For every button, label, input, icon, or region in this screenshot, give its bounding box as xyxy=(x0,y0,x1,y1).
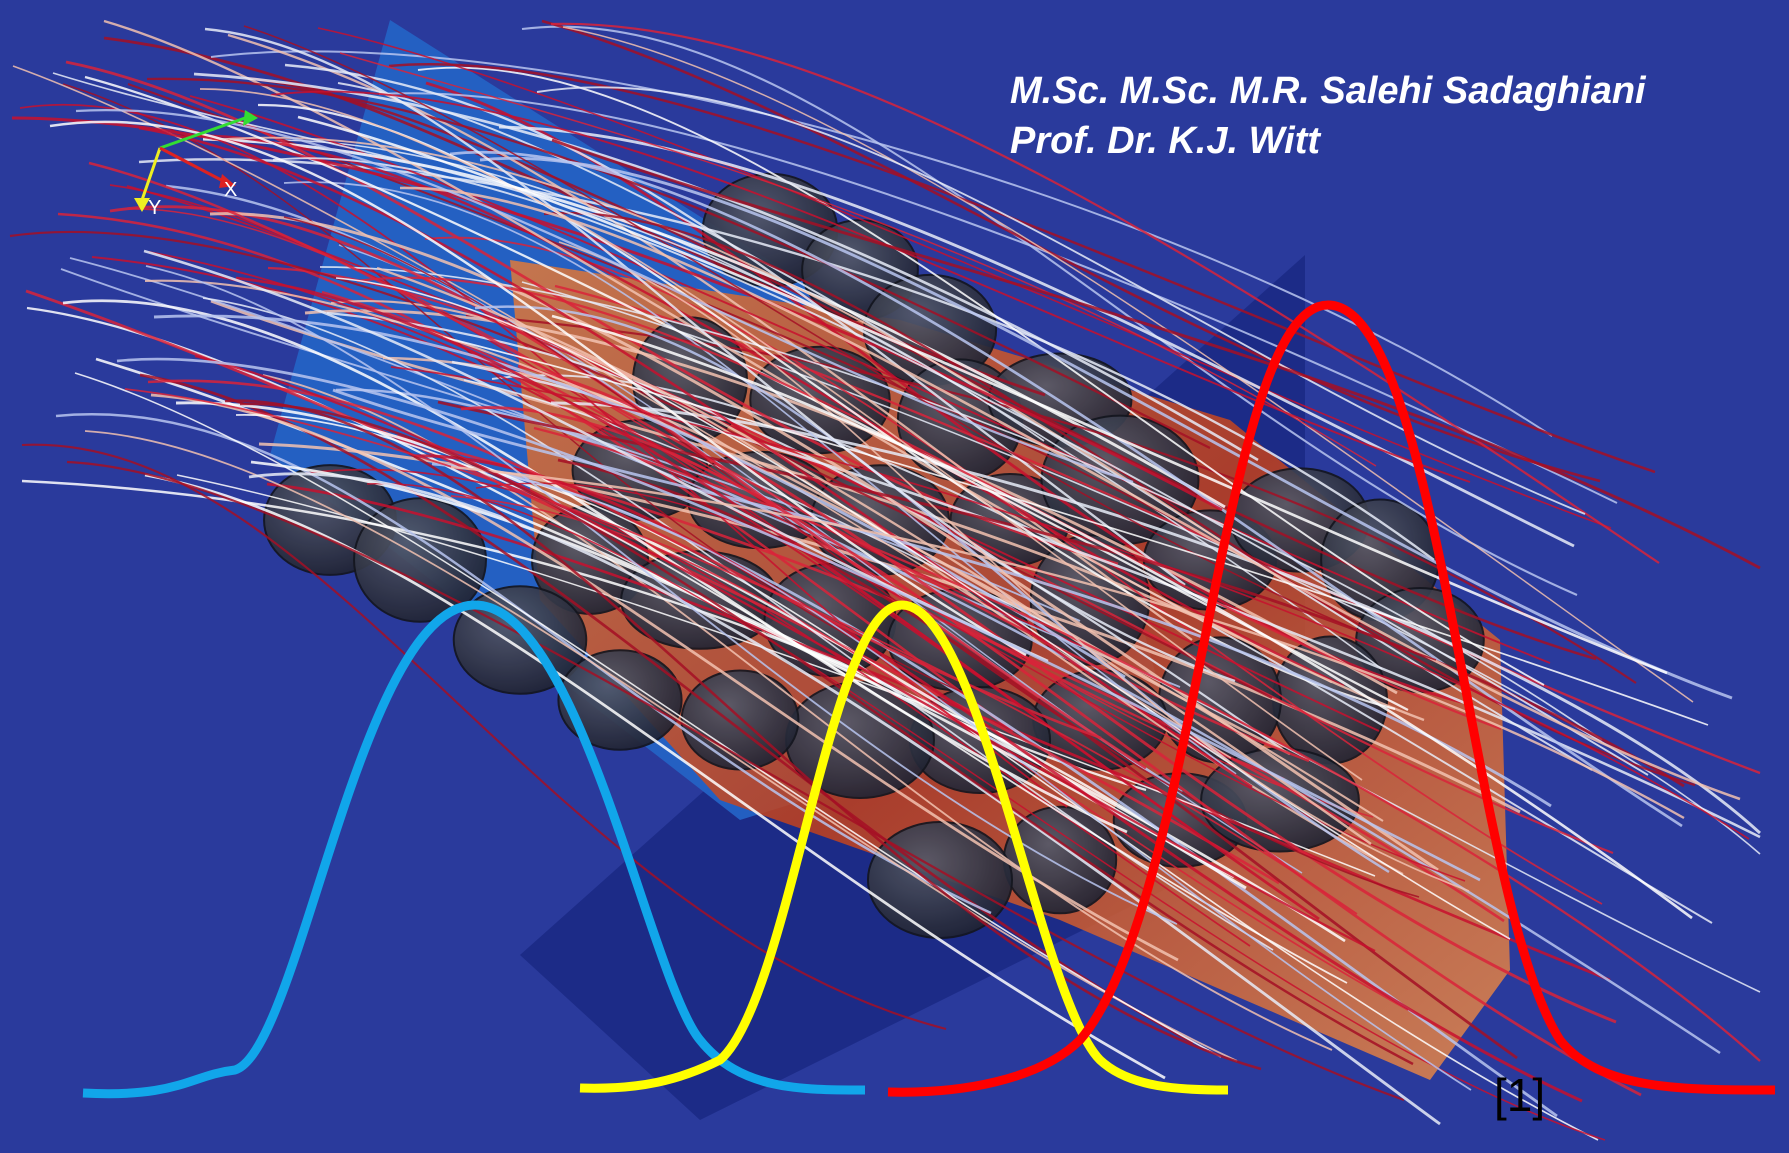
streamline xyxy=(84,75,1409,712)
author-credits: M.Sc. M.Sc. M.R. Salehi Sadaghiani Prof.… xyxy=(1010,66,1646,166)
streamline xyxy=(284,63,1186,586)
streamline xyxy=(209,212,1439,872)
streamline xyxy=(550,401,1761,835)
streamline xyxy=(517,364,1617,1024)
streamline xyxy=(524,479,1472,1091)
streamline xyxy=(450,465,1685,820)
streamline xyxy=(442,336,1709,726)
streamline xyxy=(52,72,1045,442)
streamline xyxy=(75,108,1134,484)
streamline xyxy=(326,311,1287,753)
streamline xyxy=(139,373,1194,1045)
streamline xyxy=(283,181,1237,775)
streamline xyxy=(91,256,1019,706)
streamline xyxy=(9,230,1273,699)
streamline xyxy=(66,460,1405,1102)
streamline xyxy=(49,120,1027,657)
yellow-distribution-curve xyxy=(579,600,1229,1095)
streamline xyxy=(146,77,1211,450)
streamline xyxy=(19,103,1068,808)
streamline xyxy=(390,366,1750,840)
axis-label-x: X xyxy=(224,179,237,201)
streamline xyxy=(182,134,1345,688)
streamline xyxy=(239,402,1414,1066)
streamline xyxy=(153,314,1126,679)
streamline xyxy=(339,52,1377,467)
streamline xyxy=(335,277,1511,940)
streamline xyxy=(378,92,1618,504)
streamline xyxy=(143,249,1049,663)
streamline xyxy=(317,27,1612,529)
streamline xyxy=(460,406,1642,1097)
streamline xyxy=(506,474,1599,1141)
grain-particle xyxy=(353,497,487,623)
streamline xyxy=(283,216,1420,898)
streamline xyxy=(145,265,1178,925)
streamlines xyxy=(9,19,1761,1141)
axis-label-y: Y xyxy=(148,197,161,219)
streamline xyxy=(116,357,1481,882)
streamline xyxy=(498,125,1575,548)
streamline xyxy=(55,413,992,915)
streamline xyxy=(224,399,1262,1071)
streamline xyxy=(335,388,1721,1055)
streamline xyxy=(376,266,1372,845)
streamline xyxy=(176,474,1376,877)
streamline xyxy=(150,393,1179,962)
streamline xyxy=(449,151,1683,828)
streamline xyxy=(550,22,1660,564)
streamline xyxy=(138,126,1253,789)
blue-distribution-curve xyxy=(82,600,866,1099)
streamline xyxy=(551,138,1761,570)
streamline xyxy=(366,482,1606,1141)
streamline xyxy=(262,374,1333,1051)
streamline xyxy=(272,157,1649,776)
streamline xyxy=(210,299,1333,684)
red-distribution-curve xyxy=(887,300,1776,1097)
streamline xyxy=(479,156,1733,700)
streamline xyxy=(399,186,1741,801)
streamline xyxy=(235,414,1348,984)
grain-particle xyxy=(557,649,683,751)
credit-line-2: Prof. Dr. K.J. Witt xyxy=(1010,120,1321,162)
streamline xyxy=(332,388,1552,808)
streamline xyxy=(62,299,1128,834)
axis-triad-icon: X Y xyxy=(134,110,258,219)
streamline xyxy=(138,158,1435,561)
streamline xyxy=(194,354,1376,953)
streamline xyxy=(243,25,1437,661)
streamline xyxy=(562,26,1694,703)
streamline xyxy=(551,314,1693,920)
streamline xyxy=(11,116,1223,512)
streamline xyxy=(248,472,1441,1126)
reference-label: [1] xyxy=(1494,1069,1546,1121)
streamline xyxy=(21,443,947,1031)
streamline xyxy=(417,66,1545,686)
streamline xyxy=(558,241,1470,892)
streamline xyxy=(74,372,1222,1058)
streamline xyxy=(144,473,1166,1080)
streamline xyxy=(297,115,1668,675)
streamline xyxy=(199,88,1363,781)
streamline xyxy=(388,63,1656,474)
streamline xyxy=(413,454,1583,1103)
credit-line-1: M.Sc. M.Sc. M.R. Salehi Sadaghiani xyxy=(1010,70,1646,112)
streamline xyxy=(204,27,1236,683)
